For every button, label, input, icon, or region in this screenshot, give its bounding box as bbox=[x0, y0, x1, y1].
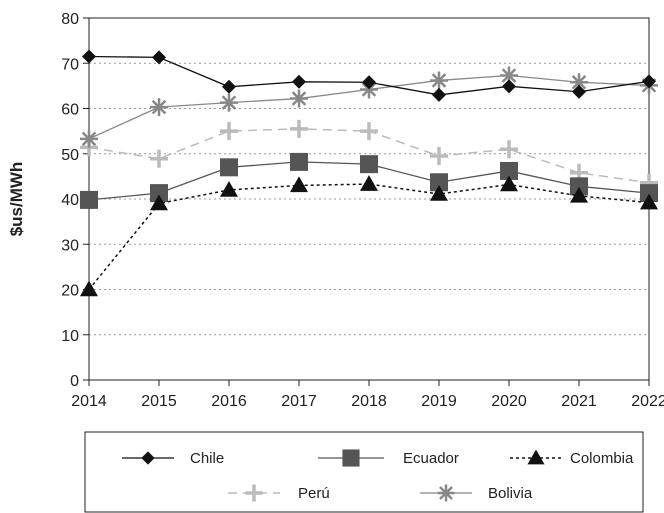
marker-ecuador bbox=[360, 155, 378, 174]
legend-marker-colombia bbox=[527, 449, 545, 465]
marker-per bbox=[290, 119, 308, 138]
series-line-colombia bbox=[88, 183, 650, 290]
x-tick-label: 2017 bbox=[281, 393, 317, 410]
marker-chile bbox=[82, 49, 96, 64]
marker-colombia bbox=[220, 180, 238, 197]
y-tick-label: 30 bbox=[61, 237, 79, 254]
marker-colombia bbox=[360, 175, 378, 191]
marker-ecuador bbox=[430, 173, 448, 192]
legend bbox=[84, 431, 644, 513]
x-tick-label: 2022 bbox=[631, 393, 664, 410]
y-tick-label: 20 bbox=[61, 283, 79, 300]
y-tick-label: 40 bbox=[61, 192, 79, 209]
legend-marker-ecuador bbox=[342, 449, 360, 467]
marker-colombia bbox=[570, 186, 588, 203]
marker-ecuador bbox=[500, 161, 518, 180]
marker-colombia bbox=[290, 176, 308, 193]
marker-colombia bbox=[640, 193, 658, 210]
legend-marker-chile bbox=[141, 451, 155, 465]
marker-per bbox=[220, 122, 238, 141]
y-tick-label: 60 bbox=[61, 102, 79, 119]
marker-chile bbox=[222, 79, 236, 94]
marker-bolivia bbox=[220, 93, 238, 112]
legend-label-chile: Chile bbox=[190, 450, 224, 467]
x-tick-label: 2019 bbox=[421, 393, 457, 410]
marker-colombia bbox=[430, 185, 448, 201]
legend-marker-bolivia bbox=[437, 484, 455, 502]
x-tick-label: 2021 bbox=[561, 393, 597, 410]
marker-bolivia bbox=[570, 73, 588, 92]
marker-bolivia bbox=[150, 98, 168, 117]
marker-colombia bbox=[500, 175, 518, 192]
marker-chile bbox=[572, 84, 586, 99]
x-tick-label: 2020 bbox=[491, 393, 527, 410]
y-axis-title: $us/MWh bbox=[7, 162, 26, 237]
marker-bolivia bbox=[500, 66, 518, 85]
marker-chile bbox=[432, 87, 446, 102]
marker-chile bbox=[502, 79, 516, 94]
marker-ecuador bbox=[80, 190, 98, 209]
marker-ecuador bbox=[150, 184, 168, 203]
x-tick-label: 2018 bbox=[351, 393, 387, 410]
marker-bolivia bbox=[430, 71, 448, 90]
marker-ecuador bbox=[290, 152, 308, 171]
marker-per bbox=[150, 149, 168, 168]
marker-bolivia bbox=[360, 80, 378, 99]
y-tick-label: 50 bbox=[61, 147, 79, 164]
legend-label-bolivia: Bolivia bbox=[488, 485, 533, 502]
marker-ecuador bbox=[570, 177, 588, 196]
marker-ecuador bbox=[640, 184, 658, 203]
marker-chile bbox=[642, 74, 656, 89]
marker-per bbox=[360, 122, 378, 141]
y-tick-label: 0 bbox=[70, 373, 79, 390]
x-tick-label: 2016 bbox=[211, 393, 247, 410]
marker-per bbox=[500, 140, 518, 159]
legend-label-colombia: Colombia bbox=[570, 450, 634, 467]
marker-chile bbox=[292, 74, 306, 89]
y-tick-label: 10 bbox=[61, 328, 79, 345]
x-tick-label: 2015 bbox=[141, 393, 177, 410]
marker-chile bbox=[362, 75, 376, 90]
legend-label-ecuador: Ecuador bbox=[403, 450, 459, 467]
marker-colombia bbox=[80, 280, 98, 297]
y-tick-label: 70 bbox=[61, 56, 79, 73]
marker-per bbox=[430, 147, 448, 166]
marker-bolivia bbox=[290, 89, 308, 108]
marker-ecuador bbox=[220, 158, 238, 177]
marker-chile bbox=[152, 50, 166, 65]
marker-bolivia bbox=[80, 129, 98, 148]
y-tick-label: 80 bbox=[61, 11, 79, 28]
marker-colombia bbox=[150, 194, 168, 211]
legend-label-per: Perú bbox=[298, 485, 330, 502]
legend-marker-per bbox=[245, 484, 263, 502]
x-tick-label: 2014 bbox=[71, 393, 107, 410]
